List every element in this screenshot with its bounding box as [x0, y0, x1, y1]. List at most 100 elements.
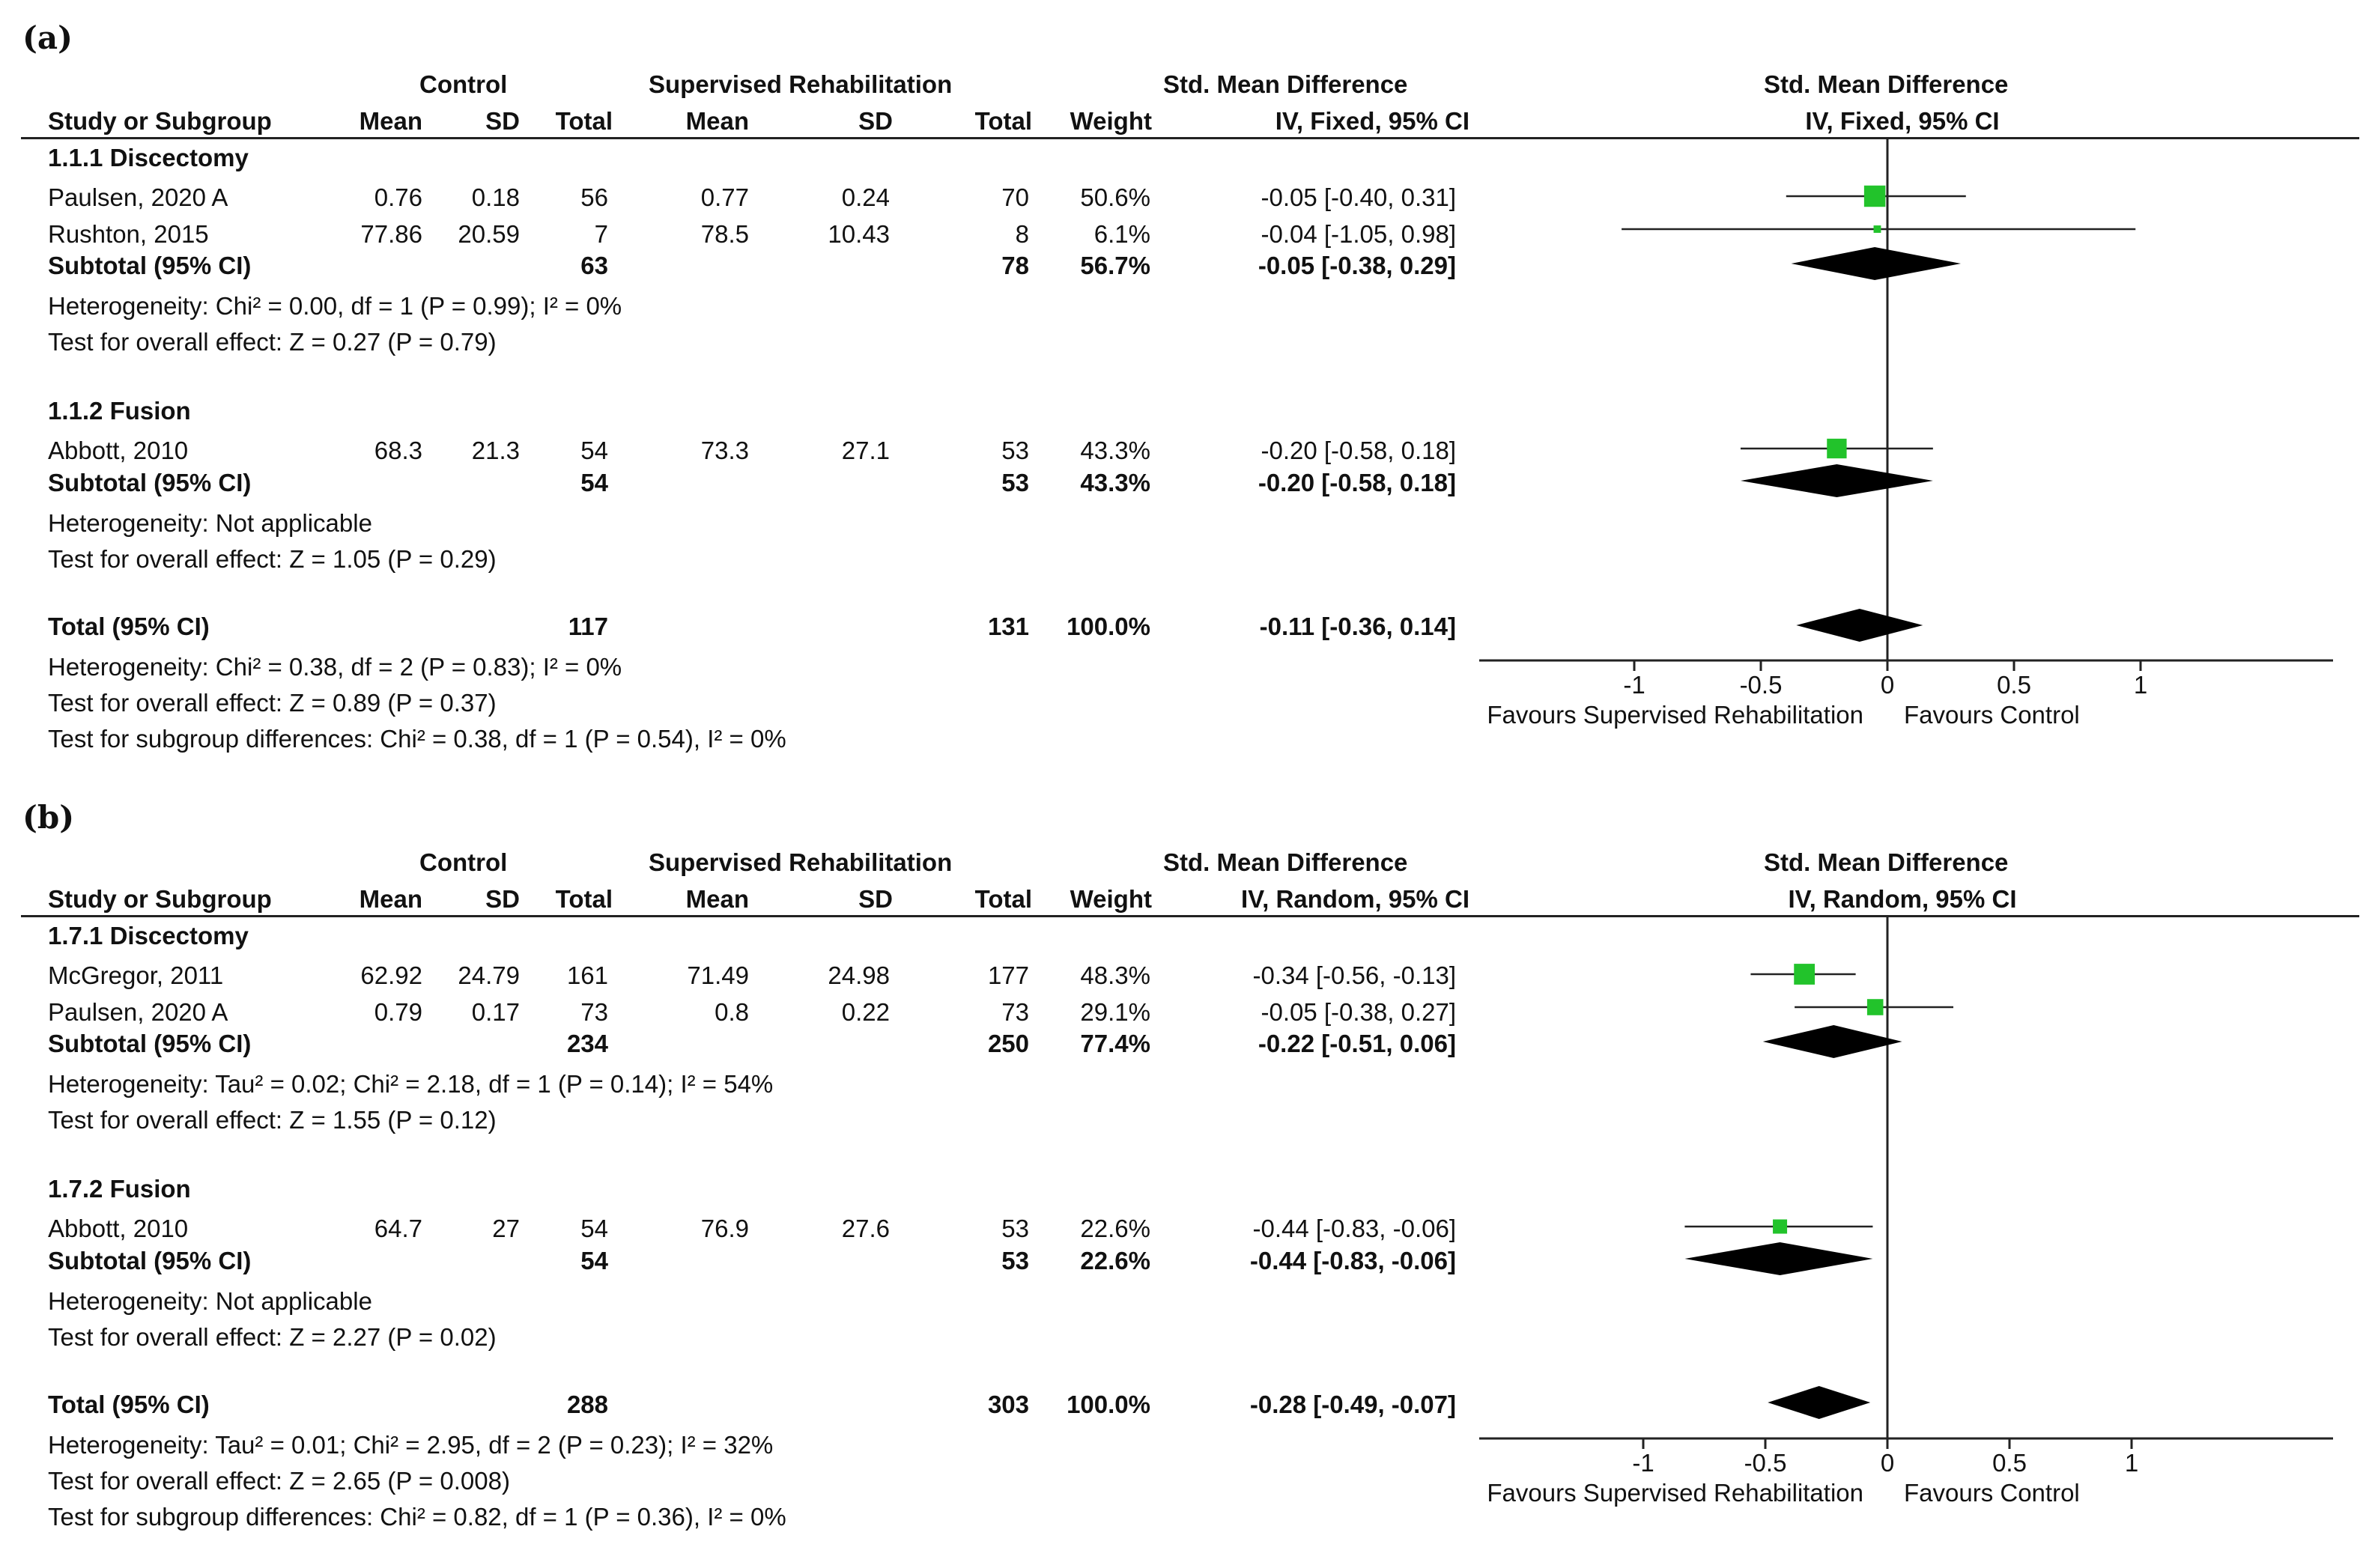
smd-header: Std. Mean Difference	[1163, 848, 1408, 876]
control-sd: 0.17	[471, 998, 520, 1026]
subtotal-ci: -0.20 [-0.58, 0.18]	[1258, 469, 1456, 496]
subtotal-label: Subtotal (95% CI)	[48, 252, 252, 279]
smd-subheader: IV, Random, 95% CI	[1240, 885, 1469, 913]
total-ci: -0.28 [-0.49, -0.07]	[1249, 1391, 1456, 1418]
subtotal-weight: 77.4%	[1080, 1030, 1150, 1057]
footer-subgroup-differences: Test for subgroup differences: Chi² = 0.…	[48, 725, 786, 753]
study-marker	[1863, 185, 1886, 207]
subtotal-label: Subtotal (95% CI)	[48, 469, 252, 496]
weight-header: Weight	[1070, 885, 1152, 913]
exp-sd: 0.22	[841, 998, 890, 1026]
study-name: Abbott, 2010	[48, 1215, 189, 1242]
control-mean: 0.76	[374, 183, 422, 211]
subtotal-control-total: 54	[580, 469, 608, 496]
x-tick-label: 1	[2134, 671, 2147, 699]
subtotal-ci: -0.22 [-0.51, 0.06]	[1258, 1030, 1456, 1057]
control-header: Control	[419, 848, 508, 876]
subtotal-label: Subtotal (95% CI)	[48, 1030, 252, 1057]
footer-heterogeneity: Heterogeneity: Tau² = 0.01; Chi² = 2.95,…	[48, 1431, 774, 1459]
total-control-total: 288	[566, 1391, 608, 1418]
exp-total: 73	[1001, 998, 1029, 1026]
exp-sd: 27.6	[841, 1215, 890, 1242]
favours-right-label: Favours Control	[1904, 701, 2080, 729]
study-marker	[1827, 438, 1847, 459]
total-label: Total (95% CI)	[48, 1391, 210, 1418]
exp-total: 177	[987, 961, 1029, 989]
weight: 29.1%	[1080, 998, 1150, 1026]
ci-text: -0.34 [-0.56, -0.13]	[1252, 961, 1457, 989]
smd-header: Std. Mean Difference	[1163, 70, 1408, 98]
study-marker	[1866, 999, 1884, 1015]
smd-subheader: IV, Fixed, 95% CI	[1275, 107, 1469, 135]
x-tick-label: 0	[1881, 671, 1894, 699]
exp-mean-header: Mean	[685, 885, 749, 913]
total-ci: -0.11 [-0.36, 0.14]	[1259, 613, 1456, 640]
x-tick-label: 0	[1881, 1449, 1894, 1477]
forest-plot-b: -1 -0.5 0 0.5 1 Favours Supervised Rehabilita…	[1479, 917, 2333, 1507]
study-col-header: Study or Subgroup	[48, 885, 272, 913]
x-tick-label: 0.5	[1997, 671, 2031, 699]
control-sd: 20.59	[458, 220, 520, 248]
exp-sd: 27.1	[841, 437, 890, 464]
overall-effect-text: Test for overall effect: Z = 2.27 (P = 0…	[48, 1323, 497, 1351]
subtotal-ci: -0.44 [-0.83, -0.06]	[1249, 1247, 1456, 1274]
control-sd-header: SD	[485, 107, 520, 135]
total-diamond	[1768, 1386, 1871, 1419]
plot-title: Std. Mean Difference	[1764, 848, 2009, 876]
footer-overall-effect: Test for overall effect: Z = 2.65 (P = 0…	[48, 1467, 510, 1495]
ci-text: -0.05 [-0.40, 0.31]	[1261, 183, 1456, 211]
exp-sd: 0.24	[841, 183, 890, 211]
overall-effect-text: Test for overall effect: Z = 1.55 (P = 0…	[48, 1106, 497, 1134]
subtotal-diamond	[1791, 247, 1962, 280]
exp-sd-header: SD	[858, 107, 893, 135]
total-weight: 100.0%	[1067, 1391, 1150, 1418]
exp-total-header: Total	[974, 107, 1032, 135]
x-tick-label: -1	[1623, 671, 1645, 699]
exp-total: 53	[1001, 1215, 1029, 1242]
weight: 48.3%	[1080, 961, 1150, 989]
exp-sd: 10.43	[828, 220, 890, 248]
exp-mean: 0.77	[700, 183, 749, 211]
exp-mean: 73.3	[700, 437, 749, 464]
control-mean: 62.92	[360, 961, 422, 989]
ci-text: -0.20 [-0.58, 0.18]	[1261, 437, 1456, 464]
x-tick-label: 0.5	[1992, 1449, 2027, 1477]
favours-right-label: Favours Control	[1904, 1479, 2080, 1507]
subtotal-control-total: 63	[580, 252, 608, 279]
experimental-header: Supervised Rehabilitation	[649, 848, 953, 876]
exp-sd: 24.98	[828, 961, 890, 989]
favours-left-label: Favours Supervised Rehabilitation	[1487, 1479, 1863, 1507]
forest-plot-a: -1 -0.5 0 0.5 1 Favours Supervised Rehabilita…	[1479, 139, 2333, 729]
control-total: 54	[580, 1215, 608, 1242]
footer-overall-effect: Test for overall effect: Z = 0.89 (P = 0…	[48, 689, 497, 717]
exp-mean: 71.49	[687, 961, 749, 989]
x-tick-label: -0.5	[1744, 1449, 1787, 1477]
plot-title: Std. Mean Difference	[1764, 70, 2009, 98]
study-name: Rushton, 2015	[48, 220, 209, 248]
control-mean-header: Mean	[359, 885, 422, 913]
exp-total: 53	[1001, 437, 1029, 464]
total-label: Total (95% CI)	[48, 613, 210, 640]
exp-total-header: Total	[974, 885, 1032, 913]
control-total: 56	[580, 183, 608, 211]
study-name: Paulsen, 2020 A	[48, 183, 228, 211]
header-rule	[21, 137, 2359, 139]
heterogeneity-text: Heterogeneity: Tau² = 0.02; Chi² = 2.18,…	[48, 1070, 774, 1098]
x-tick-label: -0.5	[1740, 671, 1783, 699]
subgroup-title: 1.1.1 Discectomy	[48, 144, 249, 171]
study-name: Paulsen, 2020 A	[48, 998, 228, 1026]
subtotal-diamond	[1762, 1025, 1902, 1058]
plot-subtitle: IV, Random, 95% CI	[1788, 885, 2017, 913]
weight: 6.1%	[1093, 220, 1150, 248]
panel-label: (b)	[22, 799, 75, 836]
forest-panel-b: (b) Control Supervised Rehabilitation St…	[0, 783, 2369, 1546]
total-diamond	[1796, 609, 1923, 642]
subtotal-exp-total: 250	[987, 1030, 1029, 1057]
ci-text: -0.05 [-0.38, 0.27]	[1261, 998, 1456, 1026]
control-mean: 68.3	[374, 437, 422, 464]
exp-total: 8	[1015, 220, 1029, 248]
subtotal-diamond	[1740, 464, 1933, 497]
subgroup-title: 1.1.2 Fusion	[48, 397, 191, 425]
weight: 43.3%	[1080, 437, 1150, 464]
experimental-header: Supervised Rehabilitation	[649, 70, 953, 98]
